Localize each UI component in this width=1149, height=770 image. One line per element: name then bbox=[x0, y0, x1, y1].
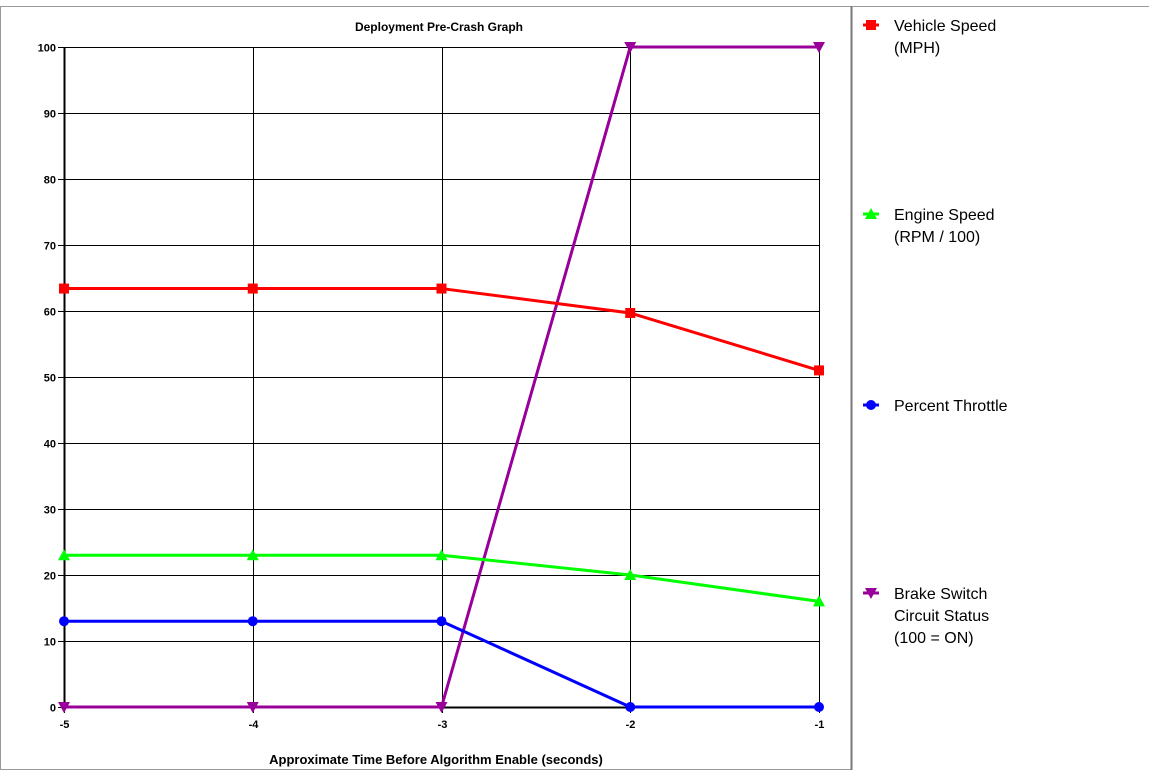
y-tick-label: 40 bbox=[44, 439, 56, 451]
data-point-marker bbox=[814, 365, 824, 376]
y-tick-label: 20 bbox=[44, 571, 56, 583]
y-tick-label: 10 bbox=[44, 637, 56, 649]
plot-panel-border bbox=[0, 6, 852, 770]
legend-label: (MPH) bbox=[894, 40, 940, 57]
series-line-0 bbox=[64, 287, 820, 372]
legend-marker bbox=[865, 208, 877, 219]
x-axis-label: Approximate Time Before Algorithm Enable… bbox=[269, 752, 603, 767]
data-point-marker bbox=[436, 616, 447, 627]
tick-labels: 0 10 20 30 40 50 60 70 80 90 100 -5 -4 -3 -2 -1 bbox=[38, 43, 825, 732]
legend-label: Percent Throttle bbox=[894, 398, 1008, 415]
series-line-1 bbox=[64, 553, 820, 603]
data-point-marker bbox=[435, 702, 448, 713]
y-tick-label: 100 bbox=[38, 43, 56, 55]
y-tick-label: 70 bbox=[44, 241, 56, 253]
legend-label: Circuit Status bbox=[894, 608, 989, 625]
data-point-marker bbox=[435, 549, 448, 561]
data-point-marker bbox=[246, 549, 259, 561]
data-point-marker bbox=[59, 616, 69, 627]
y-tick-label: 30 bbox=[44, 505, 56, 517]
legend-label: Brake Switch bbox=[894, 586, 987, 603]
data-point-marker bbox=[625, 307, 636, 318]
legend-marker bbox=[865, 588, 877, 599]
data-point-marker bbox=[625, 702, 636, 712]
legend-label: (100 = ON) bbox=[894, 630, 974, 647]
legend-marker bbox=[866, 20, 876, 30]
y-tick-label: 60 bbox=[44, 307, 56, 319]
legend-label: Vehicle Speed bbox=[894, 18, 996, 35]
data-point-marker bbox=[814, 702, 824, 712]
data-point-marker bbox=[59, 283, 69, 294]
y-tick-label: 80 bbox=[44, 175, 56, 187]
data-point-marker bbox=[58, 702, 70, 713]
chart-title: Deployment Pre-Crash Graph bbox=[355, 20, 523, 34]
data-point-marker bbox=[813, 595, 825, 607]
series-line-2 bbox=[64, 619, 819, 709]
data-point-marker bbox=[246, 702, 259, 713]
data-point-marker bbox=[436, 283, 447, 294]
data-point-marker bbox=[247, 283, 258, 294]
y-tick-label: 0 bbox=[50, 703, 56, 715]
x-tick-label: -2 bbox=[626, 719, 636, 731]
legend: Vehicle Speed (MPH) Engine Speed (RPM / 100… bbox=[863, 18, 1008, 647]
series-markers bbox=[58, 42, 825, 713]
data-point-marker bbox=[247, 616, 258, 627]
x-tick-label: -1 bbox=[815, 719, 825, 731]
data-point-marker bbox=[813, 42, 825, 53]
data-point-marker bbox=[58, 549, 70, 561]
grid bbox=[58, 47, 820, 713]
x-tick-label: -5 bbox=[60, 719, 70, 731]
legend-label: (RPM / 100) bbox=[894, 229, 980, 246]
x-tick-label: -4 bbox=[249, 719, 260, 731]
y-tick-label: 90 bbox=[44, 109, 56, 121]
legend-marker bbox=[866, 400, 876, 410]
x-tick-label: -3 bbox=[438, 719, 448, 731]
data-point-marker bbox=[624, 569, 637, 580]
legend-label: Engine Speed bbox=[894, 207, 995, 224]
data-point-marker bbox=[624, 42, 637, 53]
y-tick-label: 50 bbox=[44, 373, 56, 385]
